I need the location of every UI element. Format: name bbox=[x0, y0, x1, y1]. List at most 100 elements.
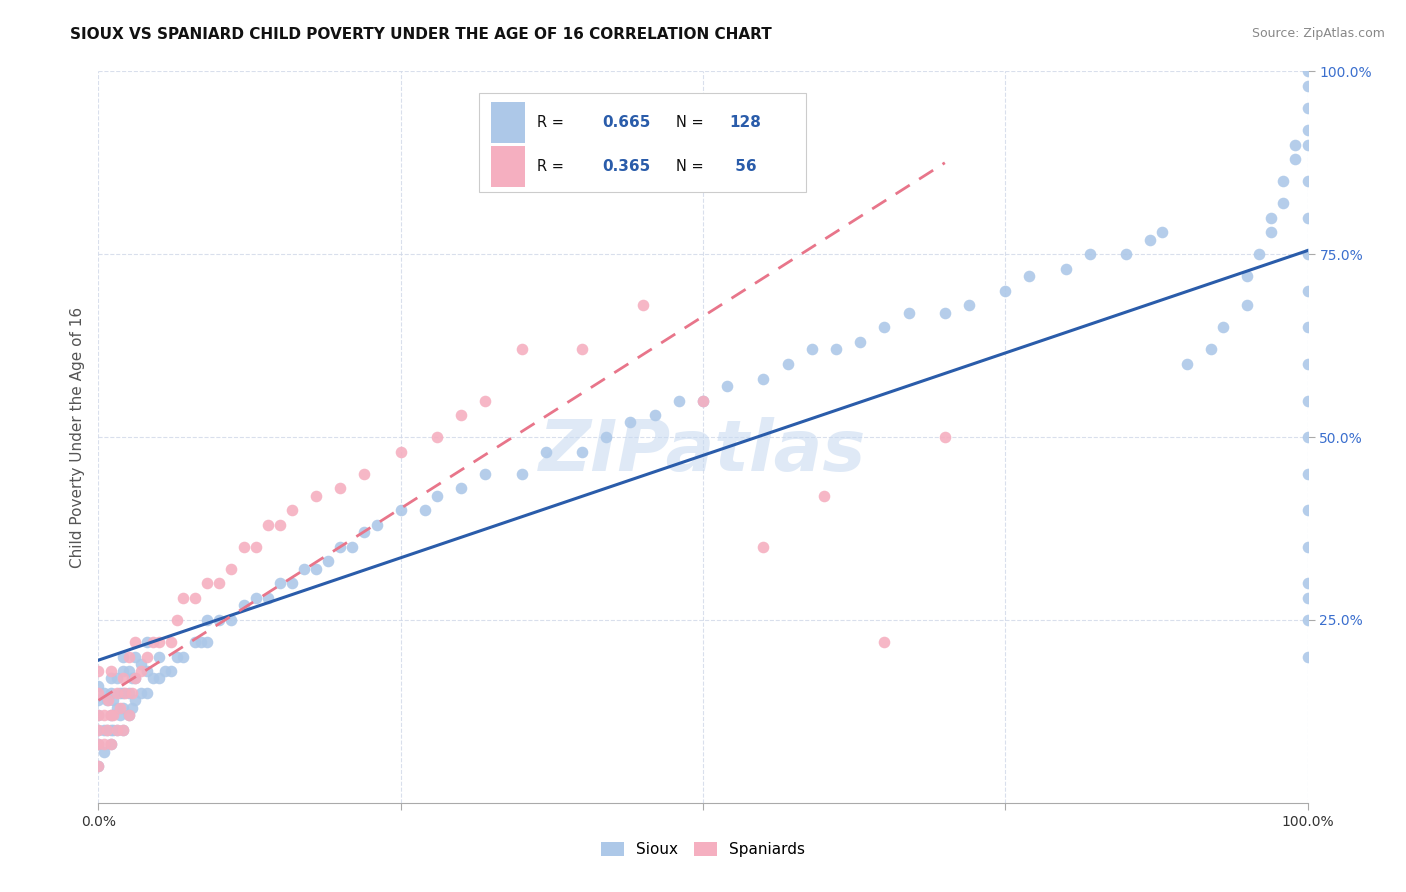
Point bbox=[195, 635, 218, 649]
Point bbox=[366, 517, 388, 532]
Point bbox=[100, 672, 122, 686]
Point bbox=[849, 334, 872, 349]
Point bbox=[166, 613, 188, 627]
Point bbox=[111, 686, 134, 700]
Point bbox=[100, 708, 122, 723]
Point bbox=[195, 576, 218, 591]
Point bbox=[172, 649, 194, 664]
Point bbox=[1260, 211, 1282, 225]
Point bbox=[800, 343, 823, 357]
Point bbox=[1296, 503, 1319, 517]
Point bbox=[1284, 137, 1306, 152]
Point bbox=[111, 672, 134, 686]
Point bbox=[1296, 284, 1319, 298]
Point bbox=[934, 430, 956, 444]
Point bbox=[100, 737, 122, 751]
Point bbox=[692, 393, 714, 408]
Point bbox=[245, 591, 267, 605]
Point bbox=[96, 693, 118, 707]
Point bbox=[245, 540, 267, 554]
Point bbox=[329, 481, 352, 495]
Point bbox=[105, 700, 128, 714]
Point bbox=[1175, 357, 1198, 371]
Point bbox=[142, 635, 165, 649]
Point bbox=[101, 693, 124, 707]
Point bbox=[1260, 225, 1282, 239]
Point bbox=[87, 759, 110, 773]
Point bbox=[121, 686, 143, 700]
Point bbox=[353, 525, 375, 540]
Point bbox=[121, 700, 143, 714]
Text: 56: 56 bbox=[730, 159, 756, 174]
Point bbox=[1296, 613, 1319, 627]
Point bbox=[1296, 78, 1319, 93]
Point bbox=[97, 693, 120, 707]
Point bbox=[426, 489, 449, 503]
Point bbox=[100, 664, 122, 678]
Point bbox=[873, 320, 896, 334]
Point bbox=[135, 649, 157, 664]
Point bbox=[1152, 225, 1174, 239]
Point bbox=[100, 737, 122, 751]
Point bbox=[87, 723, 110, 737]
Point bbox=[166, 649, 188, 664]
Point bbox=[813, 489, 835, 503]
Point bbox=[118, 686, 141, 700]
Point bbox=[510, 467, 533, 481]
Point bbox=[208, 613, 231, 627]
Point bbox=[534, 444, 557, 458]
Point bbox=[1296, 137, 1319, 152]
Point bbox=[129, 686, 152, 700]
Point bbox=[87, 737, 110, 751]
FancyBboxPatch shape bbox=[479, 94, 806, 192]
Point bbox=[87, 708, 110, 723]
Point bbox=[1272, 174, 1295, 188]
Point bbox=[87, 737, 110, 751]
Point bbox=[111, 700, 134, 714]
Point bbox=[873, 635, 896, 649]
Point bbox=[232, 599, 254, 613]
Point bbox=[474, 467, 496, 481]
Point bbox=[96, 723, 118, 737]
Point bbox=[1296, 174, 1319, 188]
Point bbox=[114, 686, 136, 700]
Point bbox=[124, 635, 146, 649]
Point bbox=[111, 723, 134, 737]
Point bbox=[292, 562, 315, 576]
Point bbox=[87, 679, 110, 693]
Point bbox=[256, 517, 278, 532]
Text: 0.665: 0.665 bbox=[603, 115, 651, 130]
Point bbox=[1296, 649, 1319, 664]
Point bbox=[195, 613, 218, 627]
Point bbox=[87, 686, 110, 700]
Point bbox=[631, 298, 654, 312]
Point bbox=[105, 723, 128, 737]
Point bbox=[124, 672, 146, 686]
Point bbox=[619, 416, 641, 430]
Legend: Sioux, Spaniards: Sioux, Spaniards bbox=[602, 842, 804, 857]
Point bbox=[994, 284, 1017, 298]
Point bbox=[1018, 269, 1040, 284]
Point bbox=[776, 357, 799, 371]
Text: R =: R = bbox=[537, 115, 569, 130]
Point bbox=[172, 591, 194, 605]
Point bbox=[1296, 430, 1319, 444]
Point bbox=[96, 723, 118, 737]
Point bbox=[413, 503, 436, 517]
Point bbox=[269, 517, 291, 532]
Text: SIOUX VS SPANIARD CHILD POVERTY UNDER THE AGE OF 16 CORRELATION CHART: SIOUX VS SPANIARD CHILD POVERTY UNDER TH… bbox=[70, 27, 772, 42]
Point bbox=[118, 708, 141, 723]
Point bbox=[93, 723, 115, 737]
Point bbox=[1296, 393, 1319, 408]
Point bbox=[135, 664, 157, 678]
Point bbox=[1212, 320, 1234, 334]
Point bbox=[87, 723, 110, 737]
Point bbox=[87, 693, 110, 707]
Text: ZIPatlas: ZIPatlas bbox=[540, 417, 866, 486]
Point bbox=[1284, 152, 1306, 166]
Point bbox=[450, 408, 472, 422]
Point bbox=[124, 693, 146, 707]
Point bbox=[118, 664, 141, 678]
Point bbox=[232, 540, 254, 554]
Point bbox=[305, 489, 328, 503]
